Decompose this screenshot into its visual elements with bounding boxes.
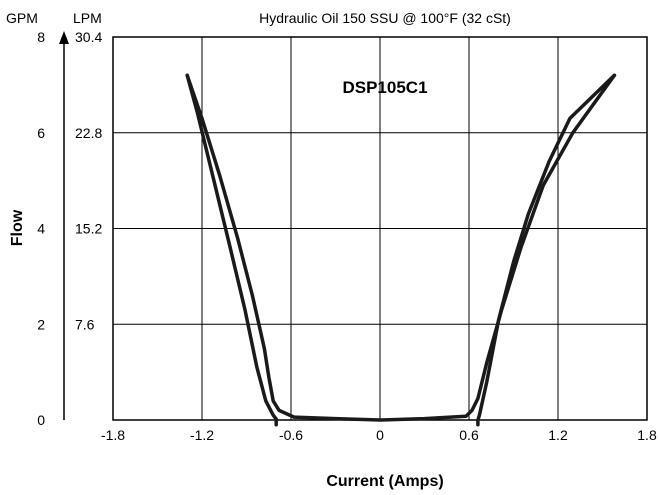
y-tick-labels-gpm: 0 2 4 6 8 (37, 29, 45, 428)
x-tick-label: 1.8 (637, 427, 657, 443)
x-tick-labels: -1.8 -1.2 -0.6 0 0.6 1.2 1.8 (101, 427, 657, 443)
flow-curve-2 (476, 73, 617, 427)
y-tick-label-lpm: 7.6 (75, 316, 95, 332)
y-tick-label-gpm: 4 (37, 221, 45, 237)
model-annotation: DSP105C1 (342, 78, 427, 97)
x-tick-label: -1.8 (101, 427, 125, 443)
x-tick-label: -0.6 (279, 427, 303, 443)
x-tick-label: 1.2 (548, 427, 568, 443)
y-axis-title: Flow (9, 209, 26, 246)
y-axis-arrow (59, 31, 69, 420)
y-tick-labels-lpm: 7.6 15.2 22.8 30.4 (75, 29, 102, 332)
y-tick-label-gpm: 6 (37, 125, 45, 141)
y-tick-label-gpm: 0 (37, 412, 45, 428)
x-tick-label: 0 (376, 427, 384, 443)
x-axis-title: Current (Amps) (326, 473, 443, 490)
y-tick-label-lpm: 30.4 (75, 29, 102, 45)
x-tick-label: 0.6 (459, 427, 479, 443)
flow-curve-1 (185, 73, 278, 427)
y-tick-label-gpm: 8 (37, 29, 45, 45)
y-tick-label-gpm: 2 (37, 316, 45, 332)
y-tick-label-lpm: 15.2 (75, 221, 102, 237)
y-unit-gpm: GPM (6, 10, 38, 26)
flow-curves (185, 73, 617, 427)
x-tick-label: -1.2 (190, 427, 214, 443)
y-unit-lpm: LPM (73, 10, 102, 26)
y-tick-label-lpm: 22.8 (75, 125, 102, 141)
chart-title: Hydraulic Oil 150 SSU @ 100°F (32 cSt) (259, 10, 511, 26)
flow-curve-0 (185, 73, 617, 422)
y-axis-arrow-head (59, 31, 69, 44)
